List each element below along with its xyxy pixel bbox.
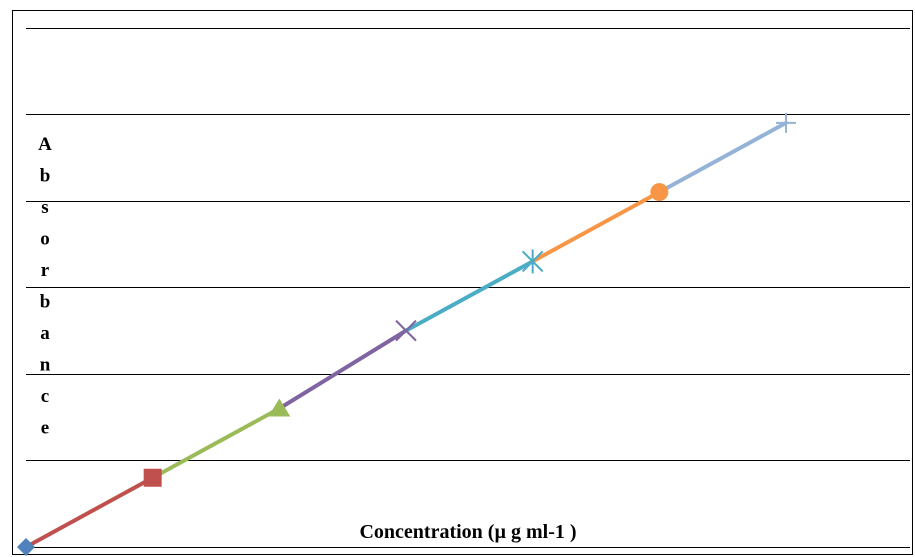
y-axis-label-letter: r — [41, 260, 50, 281]
data-point-6 — [650, 183, 669, 202]
data-point-4 — [395, 319, 417, 342]
data-point-7 — [776, 112, 796, 133]
gridlines — [26, 28, 910, 548]
y-axis-label-letter: A — [38, 134, 52, 155]
series-segment-3 — [277, 328, 408, 411]
y-axis-label-letter: b — [40, 292, 51, 313]
y-axis-label-letter: b — [40, 166, 51, 187]
y-axis-label-letter: a — [40, 323, 50, 344]
y-axis-label-letter: e — [41, 418, 49, 439]
y-axis-label-letter: n — [40, 355, 51, 376]
series-segment-2 — [150, 406, 282, 480]
data-point-1 — [17, 538, 35, 556]
series-segment-1 — [24, 475, 155, 549]
x-axis-label: Concentration (µ g ml-1 ) — [359, 521, 576, 543]
series-segment-5 — [530, 190, 662, 264]
data-point-5 — [521, 249, 544, 274]
series-markers — [17, 112, 796, 556]
data-point-3 — [268, 398, 291, 417]
y-axis-label-letter: c — [41, 386, 49, 407]
y-axis-label-letter: o — [40, 229, 50, 250]
data-point-2 — [143, 468, 162, 487]
y-axis-label-letter: s — [41, 197, 48, 218]
series-segment-4 — [404, 259, 535, 333]
series-segment-6 — [657, 120, 788, 195]
series-absorbance — [24, 120, 788, 549]
chart-frame — [12, 10, 913, 555]
